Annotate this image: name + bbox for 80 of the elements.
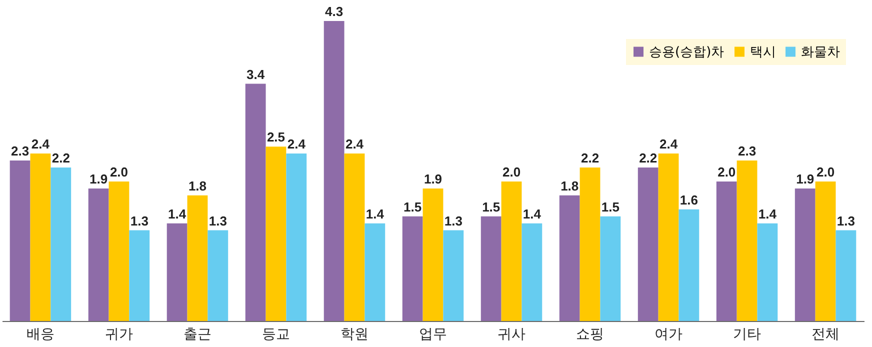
data-label: 2.0 bbox=[718, 164, 736, 180]
bar bbox=[108, 181, 130, 321]
x-tick-label: 여가 bbox=[654, 326, 683, 342]
data-label: 1.9 bbox=[90, 171, 108, 186]
bar bbox=[422, 188, 444, 321]
bar bbox=[480, 216, 502, 321]
legend-label: 택시 bbox=[750, 44, 776, 60]
data-label: 1.6 bbox=[680, 192, 698, 208]
data-label: 1.3 bbox=[836, 213, 855, 228]
bar bbox=[716, 181, 737, 321]
data-label: 2.2 bbox=[580, 150, 600, 166]
bar bbox=[522, 223, 542, 321]
bar bbox=[638, 168, 658, 321]
data-label: 2.0 bbox=[110, 164, 128, 180]
data-label: 2.0 bbox=[502, 164, 521, 180]
x-tick-label: 업무 bbox=[419, 326, 447, 342]
x-tick-label: 전체 bbox=[812, 326, 840, 342]
data-label: 1.3 bbox=[208, 213, 227, 228]
x-tick-label: 배응 bbox=[26, 326, 54, 342]
bar bbox=[286, 154, 307, 321]
data-label: 1.5 bbox=[601, 199, 620, 214]
bar bbox=[836, 230, 856, 321]
bar bbox=[266, 146, 286, 321]
data-label: 1.5 bbox=[482, 199, 500, 214]
bar bbox=[30, 154, 51, 321]
bar bbox=[559, 195, 580, 321]
bar bbox=[443, 230, 464, 321]
data-label: 1.4 bbox=[366, 206, 385, 222]
bar bbox=[129, 230, 150, 321]
data-label: 1.8 bbox=[560, 178, 579, 194]
data-label: 1.8 bbox=[188, 178, 207, 194]
bar bbox=[344, 154, 365, 321]
bar bbox=[658, 154, 679, 321]
bar bbox=[324, 21, 344, 321]
bar bbox=[402, 216, 423, 321]
data-label: 1.4 bbox=[758, 206, 778, 222]
data-label: 1.3 bbox=[130, 213, 148, 228]
data-label: 2.2 bbox=[639, 150, 658, 166]
data-label: 2.4 bbox=[659, 136, 678, 152]
data-label: 2.4 bbox=[31, 136, 50, 152]
legend-label: 승용(승합)차 bbox=[649, 44, 724, 60]
data-label: 2.5 bbox=[266, 130, 286, 145]
bar bbox=[187, 195, 208, 321]
bar bbox=[501, 181, 522, 321]
bar bbox=[10, 160, 30, 321]
bar bbox=[815, 181, 836, 321]
x-tick-label: 학원 bbox=[340, 326, 368, 342]
x-tick-label: 등교 bbox=[262, 326, 290, 342]
data-label: 2.4 bbox=[345, 136, 364, 152]
data-label: 1.3 bbox=[444, 213, 462, 228]
bar bbox=[580, 168, 600, 321]
x-tick-label: 기타 bbox=[733, 326, 762, 342]
x-tick-label: 출근 bbox=[183, 326, 212, 342]
bar bbox=[88, 188, 109, 321]
bar bbox=[600, 216, 621, 321]
bar bbox=[794, 188, 816, 321]
x-tick-label: 귀가 bbox=[104, 326, 133, 342]
data-label: 1.9 bbox=[796, 171, 814, 186]
data-label: 2.2 bbox=[52, 150, 70, 166]
x-tick-label: 귀사 bbox=[498, 326, 526, 342]
data-label: 1.4 bbox=[522, 206, 542, 222]
data-label: 2.3 bbox=[738, 144, 756, 159]
data-label: 2.4 bbox=[287, 136, 306, 152]
data-label: 2.3 bbox=[11, 144, 30, 159]
bar bbox=[678, 209, 700, 321]
x-tick-label: 쇼핑 bbox=[576, 326, 604, 342]
data-label: 1.4 bbox=[168, 206, 187, 222]
bar bbox=[166, 223, 188, 321]
bar bbox=[245, 84, 266, 321]
data-label: 1.9 bbox=[424, 171, 442, 186]
bar bbox=[736, 160, 758, 321]
legend-label: 화물차 bbox=[801, 44, 840, 60]
data-label: 2.0 bbox=[816, 164, 835, 180]
bar bbox=[757, 223, 778, 321]
data-label: 3.4 bbox=[246, 66, 266, 82]
bar bbox=[208, 230, 228, 321]
data-label: 1.5 bbox=[404, 199, 422, 214]
data-label: 4.3 bbox=[325, 4, 344, 19]
bar bbox=[364, 223, 386, 321]
bar bbox=[50, 168, 72, 321]
